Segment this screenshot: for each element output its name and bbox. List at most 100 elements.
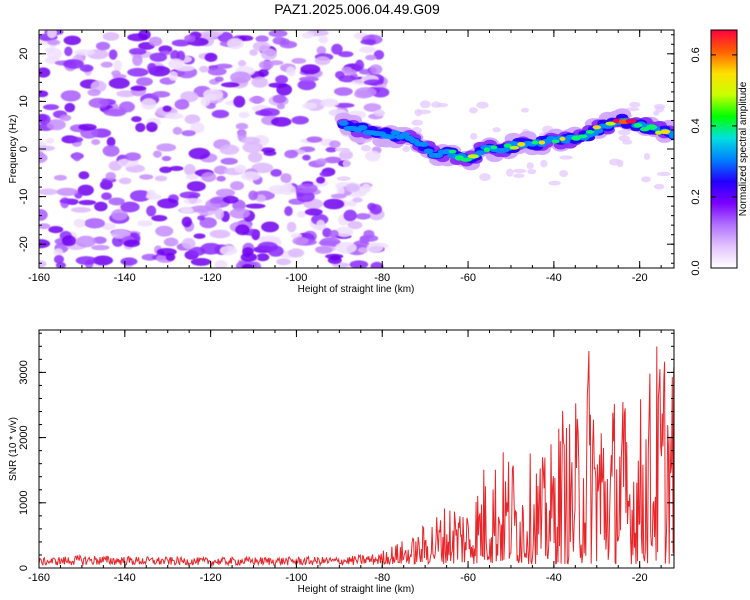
heatmap-noise-blob	[238, 35, 254, 42]
heatmap-noise-blob	[91, 244, 110, 251]
heatmap-noise-blob	[44, 47, 57, 53]
heatmap-noise-blob	[137, 220, 153, 227]
heatmap-noise-blob	[128, 47, 147, 56]
heatmap-noise-blob	[233, 95, 246, 108]
heatmap-faint-blob	[470, 132, 478, 140]
heatmap-noise-blob	[255, 194, 267, 203]
heatmap-noise-blob	[241, 263, 254, 268]
heatmap-noise-blob	[238, 59, 247, 67]
heatmap-faint-blob	[653, 110, 660, 116]
heatmap-noise-blob	[268, 82, 288, 88]
heatmap-noise-blob	[360, 39, 376, 45]
heatmap-noise-blob	[154, 175, 168, 182]
heatmap-faint-blob	[548, 180, 561, 186]
heatmap-noise-blob	[95, 41, 111, 51]
heatmap-noise-blob	[354, 59, 365, 72]
heatmap-noise-blob	[92, 255, 114, 266]
heatmap-noise-blob	[64, 46, 73, 57]
heatmap-noise-blob	[184, 34, 196, 43]
heatmap-noise-blob	[63, 35, 81, 46]
heatmap-noise-blob	[215, 188, 236, 198]
heatmap-xlabel: Height of straight line (km)	[298, 284, 415, 295]
heatmap-noise-blob	[190, 258, 212, 266]
heatmap-noise-blob	[145, 121, 158, 133]
heatmap-faint-blob	[476, 101, 489, 109]
heatmap-noise-blob	[304, 208, 323, 216]
heatmap-noise-blob	[316, 176, 326, 184]
heatmap-faint-blob	[469, 107, 478, 114]
heatmap-noise-blob	[199, 217, 217, 229]
heatmap-noise-blob	[146, 205, 157, 217]
snr-axis-ticks: -160 -140 -120 -100 -80 -60 -40 -20 0 1000 2000 300…	[18, 330, 674, 584]
heatmap-peak-cell	[578, 134, 588, 139]
y-tick-label: -10	[18, 189, 30, 205]
heatmap-noise-blob	[180, 91, 199, 103]
snr-plot-frame	[38, 329, 675, 569]
heatmap-noise-blob	[301, 31, 314, 39]
heatmap-noise-blob	[184, 164, 196, 176]
heatmap-noise-blob	[222, 195, 239, 204]
heatmap-noise-blob	[53, 248, 64, 257]
y-tick-label: -20	[18, 236, 30, 252]
heatmap-noise-blob	[338, 51, 354, 58]
heatmap-noise-blob	[119, 101, 135, 113]
heatmap-noise-blob	[63, 59, 84, 69]
heatmap-noise-blob	[100, 61, 113, 68]
y-tick-label: 10	[18, 95, 30, 107]
heatmap-noise-blob	[199, 65, 209, 73]
heatmap-noise-blob	[320, 99, 339, 108]
heatmap-noise-blob	[183, 197, 203, 205]
heatmap-noise-blob	[102, 32, 120, 41]
heatmap-faint-blob	[629, 101, 641, 108]
heatmap-noise-blob	[229, 208, 251, 219]
heatmap-noise-blob	[39, 152, 48, 164]
heatmap-noise-blob	[120, 257, 138, 266]
heatmap-peak-cell	[509, 145, 520, 150]
heatmap-noise-blob	[73, 218, 86, 228]
heatmap-noise-blob	[335, 70, 345, 79]
heatmap-noise-blob	[118, 177, 132, 185]
colorbar-tick-label: 0.6	[690, 47, 702, 62]
heatmap-peak-cell	[551, 139, 560, 144]
heatmap-noise-blob	[170, 50, 180, 61]
heatmap-noise-blob	[220, 82, 240, 88]
heatmap-noise-blob	[288, 248, 305, 258]
heatmap-noise-blob	[324, 156, 342, 164]
heatmap-noise-blob	[365, 54, 377, 61]
heatmap-noise-blob	[369, 64, 383, 75]
heatmap-noise-blob	[248, 96, 265, 104]
heatmap-noise-blob	[139, 174, 154, 180]
heatmap-noise-blob	[286, 221, 297, 233]
heatmap-noise-blob	[61, 235, 77, 247]
heatmap-noise-blob	[74, 49, 95, 56]
x-tick-label: -140	[114, 572, 136, 584]
heatmap-faint-blob	[641, 176, 651, 183]
heatmap-noise-blob	[226, 37, 244, 50]
heatmap-noise-blob	[296, 191, 315, 203]
heatmap-noise-blob	[163, 237, 179, 247]
heatmap-noise-blob	[169, 165, 184, 172]
heatmap-faint-blob	[540, 159, 548, 168]
heatmap-noise-blob	[39, 114, 51, 125]
heatmap-noise-blob	[329, 229, 339, 239]
heatmap-noise-blob	[251, 76, 269, 88]
heatmap-peak-cell	[571, 135, 581, 141]
heatmap-noise-blob	[349, 260, 369, 268]
heatmap-noise-blob	[270, 169, 282, 177]
heatmap-noise-blob	[284, 180, 293, 192]
heatmap-peak-cell	[660, 129, 671, 135]
heatmap-noise-blob	[276, 258, 291, 266]
y-tick-label: 0	[18, 146, 30, 152]
heatmap-noise-blob	[330, 254, 341, 261]
heatmap-peak-cell	[460, 157, 472, 162]
heatmap-ridge-cell	[669, 133, 674, 139]
heatmap-peak-cell	[448, 149, 457, 154]
heatmap-noise-blob	[214, 260, 228, 268]
heatmap-faint-blob	[526, 162, 534, 170]
heatmap-faint-blob	[520, 107, 529, 113]
heatmap-noise-blob	[79, 64, 94, 72]
heatmap-noise-blob	[127, 67, 149, 77]
heatmap-noise-blob	[347, 220, 363, 230]
heatmap-noise-blob	[149, 52, 168, 62]
heatmap-noise-blob	[234, 164, 247, 173]
